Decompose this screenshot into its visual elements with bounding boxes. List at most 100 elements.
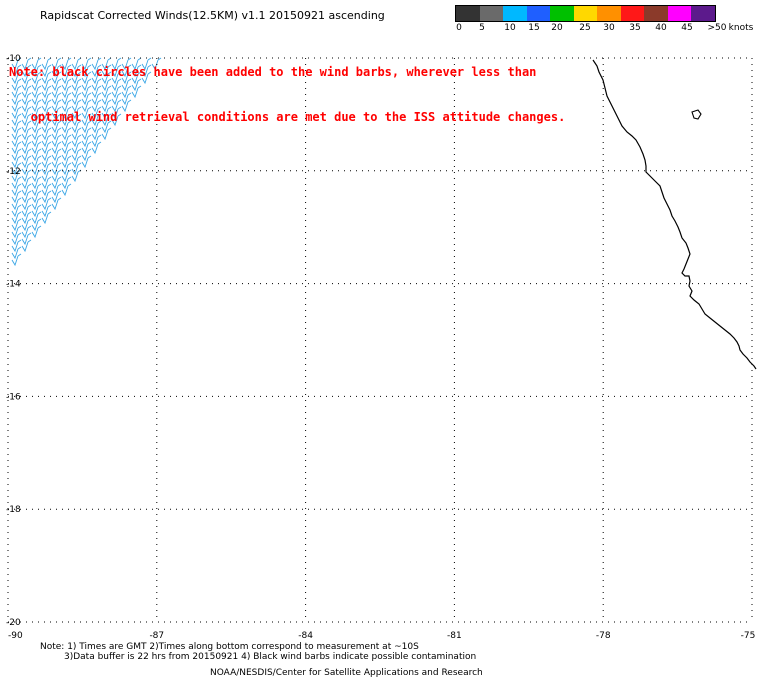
wind-barb [11,120,22,134]
wind-barb [61,99,72,113]
wind-barb [131,71,142,85]
wind-barb [71,99,82,113]
wind-barb [111,78,122,92]
wind-barb [31,148,42,162]
wind-barb [91,57,102,71]
scale-label-30: 30 [603,23,615,33]
wind-barb [21,92,32,106]
wind-barb [91,120,102,134]
wind-barb [61,85,72,99]
wind-barb [41,134,52,148]
wind-barb [61,183,72,197]
wind-barb [91,106,102,120]
lon-tick-label: -81 [447,631,462,641]
swatch-10 [691,6,716,21]
wind-barb [61,127,72,141]
wind-barb [31,155,42,169]
wind-barb [11,204,22,218]
red-warning-note: Note: black circles have been added to t… [9,35,565,140]
wind-barb [11,127,22,141]
wind-barb [51,169,62,183]
swatch-7 [620,6,645,21]
wind-barb [101,120,112,134]
wind-barb [91,92,102,106]
wind-barb [51,71,62,85]
scale-label-25: 25 [579,23,591,33]
wind-barb [11,78,22,92]
wind-barb [11,197,22,211]
wind-barb [71,71,82,85]
wind-barb [41,176,52,190]
wind-barb [41,190,52,204]
wind-barb [91,78,102,92]
wind-barb [131,78,142,92]
wind-barb [41,92,52,106]
wind-barb [111,99,122,113]
wind-barb [111,113,122,127]
wind-barb [31,57,42,71]
wind-barb [101,92,112,106]
map-grid [7,57,753,623]
wind-barb [11,218,22,232]
wind-barb [11,92,22,106]
wind-barb [41,148,52,162]
wind-barb [101,127,112,141]
wind-barb [11,190,22,204]
wind-barb [31,78,42,92]
map-title: Rapidscat Corrected Winds(12.5KM) v1.1 2… [40,9,385,22]
wind-barb [121,92,132,106]
wind-barb [71,85,82,99]
wind-barb [111,106,122,120]
wind-barb [71,106,82,120]
wind-barb [71,148,82,162]
wind-barb [21,64,32,78]
wind-barb [51,120,62,134]
wind-speed-scale: 0 5 10 15 20 25 30 35 40 45 >50 knots [455,5,755,37]
wind-barb [41,71,52,85]
wind-barb [71,92,82,106]
wind-barb [21,197,32,211]
wind-barb [61,120,72,134]
wind-barb [31,141,42,155]
wind-barb [11,106,22,120]
note-line-1: Note: black circles have been added to t… [9,65,537,79]
swatch-3 [526,6,551,21]
wind-barb [91,85,102,99]
wind-barb [11,141,22,155]
wind-barb [21,148,32,162]
wind-barb [21,162,32,176]
wind-barb [31,113,42,127]
swatch-4 [550,6,574,21]
wind-barb [21,141,32,155]
wind-barb [11,155,22,169]
wind-barb [11,85,22,99]
wind-barb [51,141,62,155]
wind-barb [51,197,62,211]
wind-barb [31,176,42,190]
wind-barb [91,99,102,113]
latitude-tick-labels: -10 -12 -14 -16 -18 -20 [6,54,21,628]
wind-barb [81,106,92,120]
swatch-6 [597,6,621,21]
wind-barb [11,253,22,267]
wind-barb [71,155,82,169]
wind-barb [11,225,22,239]
lon-tick-label: -90 [8,631,23,641]
wind-barb [41,85,52,99]
wind-barb [21,218,32,232]
wind-barb [71,113,82,127]
wind-barb [141,57,152,71]
wind-barb [61,148,72,162]
wind-barb [81,85,92,99]
footer-note-line-2: 3)Data buffer is 22 hrs from 20150921 4)… [64,652,477,662]
wind-barb [101,85,112,99]
wind-barb [61,106,72,120]
wind-barb [41,204,52,218]
wind-barb [51,176,62,190]
wind-barb [31,85,42,99]
wind-barb [21,71,32,85]
swatch-5 [573,6,598,21]
footer-note-line-1: Note: 1) Times are GMT 2)Times along bot… [40,642,419,652]
wind-barb [11,232,22,246]
